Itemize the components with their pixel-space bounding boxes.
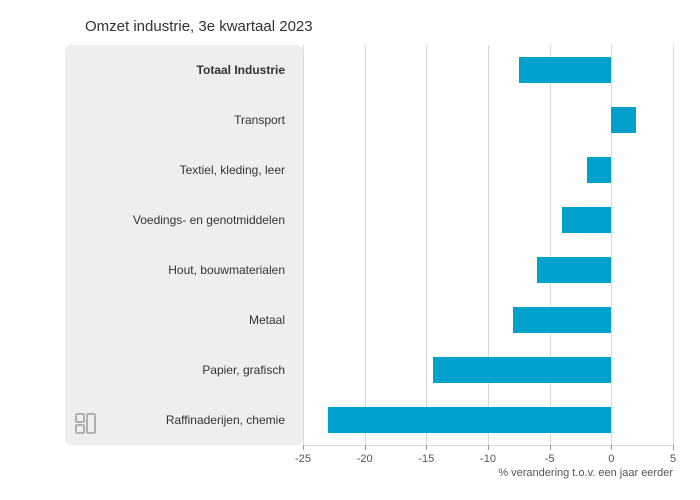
x-tick — [550, 445, 551, 450]
gridline — [303, 45, 304, 445]
category-label: Raffinaderijen, chemie — [65, 413, 303, 427]
x-axis-title: % verandering t.o.v. een jaar eerder — [498, 467, 673, 479]
category-label: Papier, grafisch — [65, 363, 303, 377]
x-tick-label: 0 — [608, 453, 614, 465]
category-label: Textiel, kleding, leer — [65, 163, 303, 177]
bar — [537, 257, 611, 283]
bar — [513, 307, 612, 333]
category-row: Voedings- en genotmiddelen — [65, 195, 303, 245]
bar — [611, 107, 636, 133]
bar — [519, 57, 612, 83]
category-row: Transport — [65, 95, 303, 145]
bar — [433, 357, 612, 383]
category-label: Totaal Industrie — [65, 63, 303, 77]
category-label: Transport — [65, 113, 303, 127]
gridline — [488, 45, 489, 445]
category-row: Metaal — [65, 295, 303, 345]
category-label: Voedings- en genotmiddelen — [65, 213, 303, 227]
gridline — [365, 45, 366, 445]
x-tick-label: 5 — [670, 453, 676, 465]
category-label-panel: Totaal Industrie Transport Textiel, kledin… — [65, 45, 303, 445]
x-tick — [303, 445, 304, 450]
gridline — [673, 45, 674, 445]
category-label: Hout, bouwmaterialen — [65, 263, 303, 277]
category-label: Metaal — [65, 313, 303, 327]
x-tick — [365, 445, 366, 450]
category-row: Textiel, kleding, leer — [65, 145, 303, 195]
x-tick — [673, 445, 674, 450]
x-axis: % verandering t.o.v. een jaar eerder -25… — [303, 445, 673, 485]
x-tick — [611, 445, 612, 450]
plot-area — [303, 45, 673, 445]
category-row: Raffinaderijen, chemie — [65, 395, 303, 445]
category-row: Totaal Industrie — [65, 45, 303, 95]
bar — [328, 407, 612, 433]
x-tick-label: -20 — [357, 453, 373, 465]
x-tick-label: -10 — [480, 453, 496, 465]
x-tick — [488, 445, 489, 450]
chart-title: Omzet industrie, 3e kwartaal 2023 — [85, 18, 313, 35]
category-row: Papier, grafisch — [65, 345, 303, 395]
x-tick-label: -5 — [545, 453, 555, 465]
x-tick-label: -25 — [295, 453, 311, 465]
gridline — [611, 45, 612, 445]
bar — [587, 157, 612, 183]
gridline — [426, 45, 427, 445]
bar — [562, 207, 611, 233]
gridline — [550, 45, 551, 445]
x-tick-label: -15 — [418, 453, 434, 465]
category-row: Hout, bouwmaterialen — [65, 245, 303, 295]
x-tick — [426, 445, 427, 450]
